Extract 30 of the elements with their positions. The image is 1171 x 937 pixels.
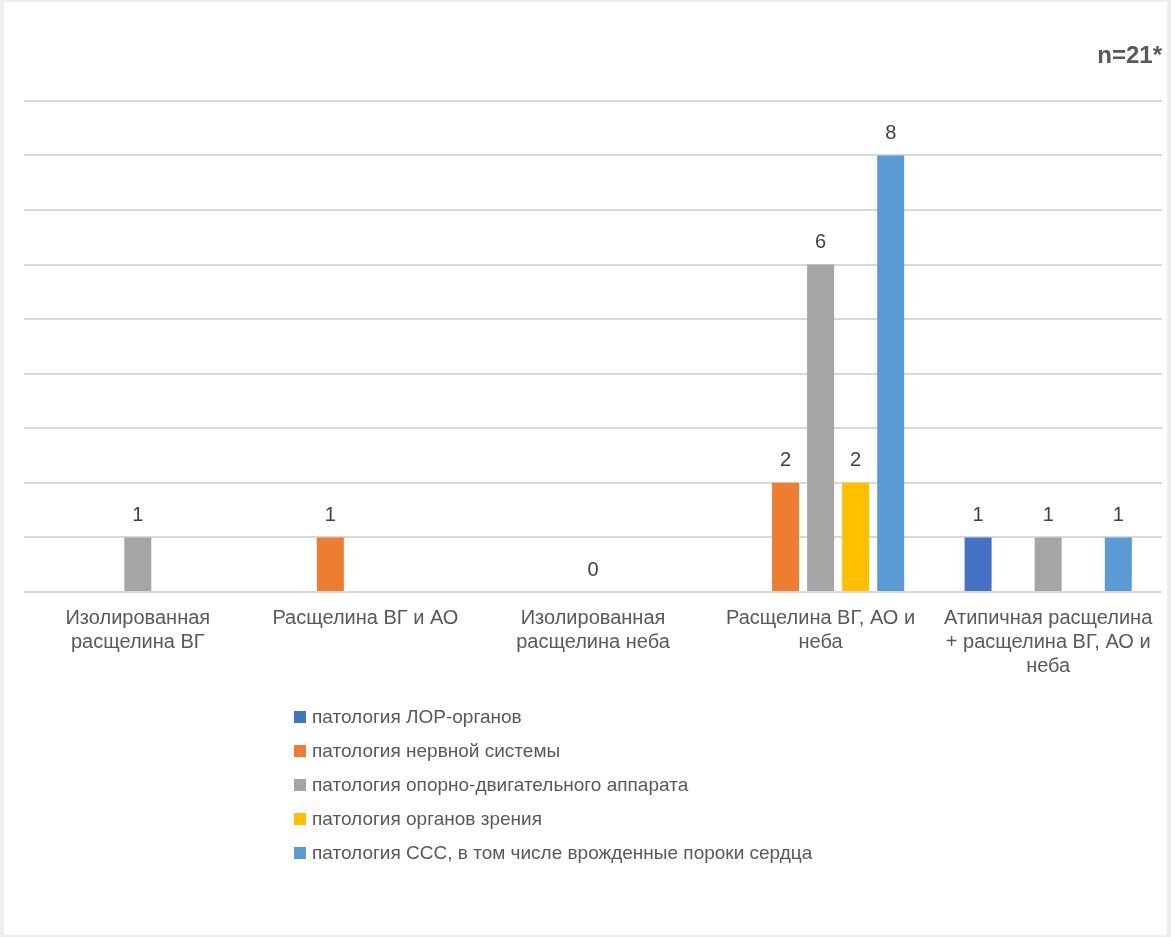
bar [1104, 537, 1132, 591]
x-tick-label: Атипичная расщелина + расщелина ВГ, АО и неба [944, 605, 1154, 676]
bar [316, 537, 344, 591]
chart-title: n=21* [1097, 41, 1163, 69]
data-label: 8 [885, 120, 897, 143]
data-label: 1 [1112, 502, 1124, 525]
data-label: 6 [815, 230, 827, 253]
legend-label: патология ССС, в том числе врожденные пороки сердца [312, 842, 813, 864]
data-label: 1 [324, 502, 336, 525]
x-tick-label: Расщелина ВГ и АО [272, 605, 459, 628]
data-label: 2 [779, 448, 792, 471]
x-tick-label: Расщелина ВГ, АО и неба [726, 605, 916, 652]
legend-label: патология нервной системы [312, 740, 561, 762]
x-tick-label: Изолированная расщелина ВГ [65, 605, 211, 652]
data-label: 2 [850, 448, 862, 471]
bar [842, 482, 870, 591]
data-label: 0 [587, 557, 599, 580]
bar [124, 537, 152, 591]
data-label: 1 [972, 502, 984, 525]
legend-label: патология опорно-двигательного аппарата [312, 774, 689, 796]
legend-label: патология органов зрения [312, 808, 542, 830]
bar [1034, 537, 1062, 591]
x-tick-label: Изолированная расщелина неба [516, 605, 671, 652]
bar [964, 537, 992, 591]
legend-label: патология ЛОР-органов [312, 706, 522, 728]
bar [772, 482, 800, 591]
data-label: 1 [1042, 502, 1054, 525]
data-label: 1 [132, 502, 144, 525]
bar [807, 264, 835, 591]
bar [877, 155, 905, 591]
